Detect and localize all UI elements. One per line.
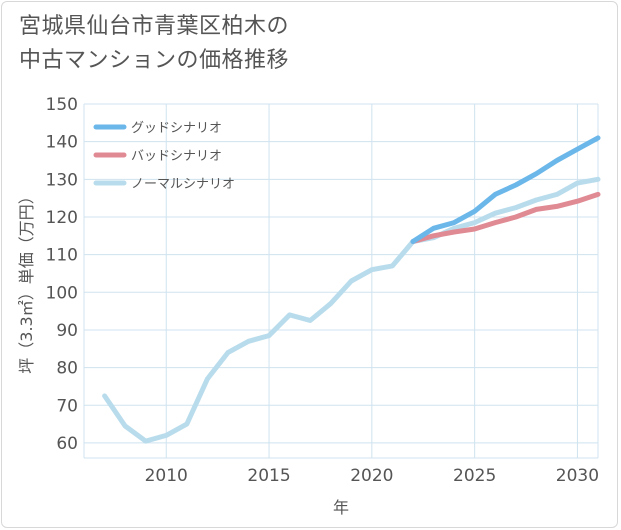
legend-label: バッドシナリオ: [131, 149, 222, 164]
x-tick-label: 2020: [350, 466, 393, 486]
series-line-0: [410, 135, 601, 244]
y-tick-label: 110: [46, 246, 78, 266]
x-tick-label: 2030: [556, 466, 599, 486]
y-tick-label: 150: [46, 95, 78, 115]
y-tick-label: 90: [56, 321, 78, 341]
grid-lines: [83, 103, 599, 459]
chart-title-line-1: 宮城県仙台市青葉区柏木の: [19, 14, 290, 39]
x-tick-label: 2015: [247, 466, 290, 486]
y-tick-label: 60: [56, 434, 78, 454]
chart-title: 宮城県仙台市青葉区柏木の 中古マンションの価格推移: [19, 10, 439, 78]
y-tick-label: 120: [46, 208, 78, 228]
y-tick-label: 100: [46, 283, 78, 303]
y-tick-label: 70: [56, 396, 78, 416]
legend-label: グッドシナリオ: [131, 121, 222, 136]
y-tick-label: 140: [46, 133, 78, 153]
tick-labels: 60 70 80 90 100 110 120 130 140 150 2010 2015 2020 20…: [46, 95, 600, 486]
y-axis-label: 坪（3.3㎡）単価（万円）: [17, 188, 36, 373]
x-tick-label: 2010: [145, 466, 188, 486]
series-line-2: [102, 176, 601, 444]
legend-label: ノーマルシナリオ: [131, 177, 235, 192]
y-tick-label: 80: [56, 359, 78, 379]
chart-title-line-2: 中古マンションの価格推移: [19, 48, 290, 73]
x-axis-label: 年: [333, 498, 349, 517]
x-tick-label: 2025: [453, 466, 496, 486]
series-lines: [102, 135, 601, 444]
y-tick-label: 130: [46, 170, 78, 190]
series-line-1: [410, 191, 601, 244]
